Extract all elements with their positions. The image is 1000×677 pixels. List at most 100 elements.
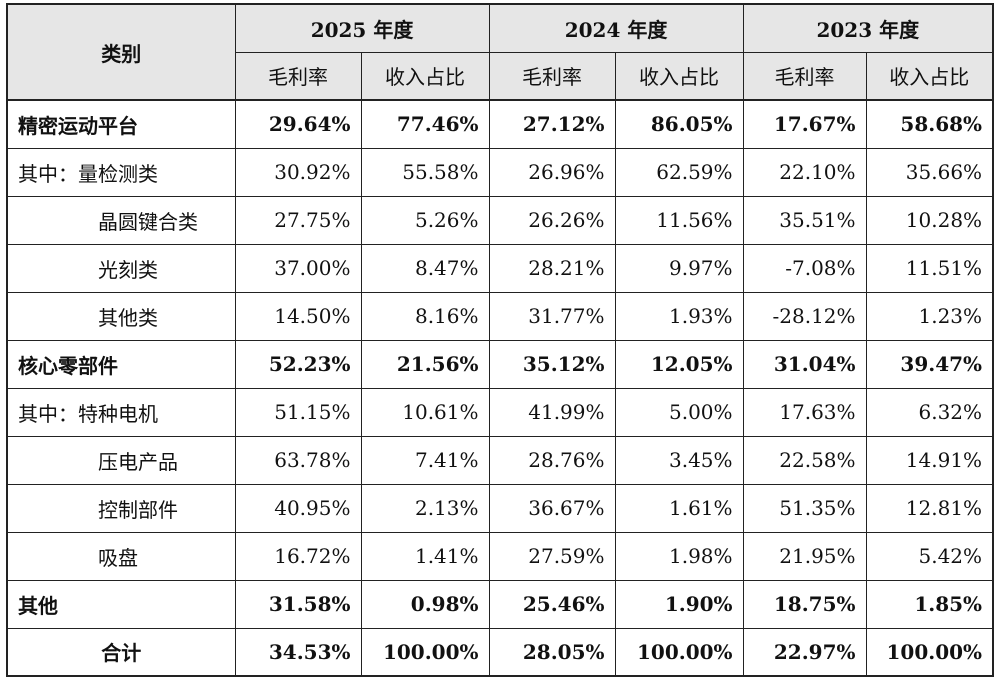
row-label: 控制部件 [6,483,236,533]
gross-margin-cell: 16.72% [234,531,362,581]
total-row: 合计 34.53% 100.00% 28.05% 100.00% 22.97% 100.00… [6,627,994,677]
revenue-share-cell: 10.61% [360,387,490,437]
row-label: 压电产品 [6,435,236,485]
gross-margin-cell: 29.64% [234,99,362,149]
gross-margin-cell: 35.51% [742,195,867,245]
gross-margin-cell: 22.10% [742,147,867,197]
revenue-share-header: 收入占比 [360,51,490,101]
row-label: 其中：量检测类 [6,147,236,197]
row-label: 精密运动平台 [6,99,236,149]
revenue-share-cell: 6.32% [865,387,994,437]
row-label: 核心零部件 [6,339,236,389]
revenue-share-cell: 0.98% [360,579,490,629]
gross-margin-cell: 26.26% [488,195,616,245]
revenue-share-cell: 14.91% [865,435,994,485]
row-label: 晶圆键合类 [6,195,236,245]
table-row: 晶圆键合类 27.75% 5.26% 26.26% 11.56% 35.51% 10.28% [6,195,994,245]
revenue-share-cell: 1.85% [865,579,994,629]
row-label: 其他类 [6,291,236,341]
gross-margin-cell: 51.35% [742,483,867,533]
year-header-2025: 2025 年度 [234,3,490,53]
gross-margin-header: 毛利率 [234,51,362,101]
revenue-share-header: 收入占比 [865,51,994,101]
gross-margin-cell: 51.15% [234,387,362,437]
gross-margin-cell: 17.63% [742,387,867,437]
table-row: 其中：特种电机 51.15% 10.61% 41.99% 5.00% 17.63% 6.32… [6,387,994,437]
revenue-share-cell: 3.45% [614,435,744,485]
gross-margin-cell: 26.96% [488,147,616,197]
gross-margin-cell: -7.08% [742,243,867,293]
year-header-2024: 2024 年度 [488,3,744,53]
gross-margin-cell: 31.58% [234,579,362,629]
revenue-share-cell: 8.47% [360,243,490,293]
header-row-metrics: 毛利率 收入占比 毛利率 收入占比 毛利率 收入占比 [7,51,994,101]
gross-margin-cell: -28.12% [742,291,867,341]
revenue-share-cell: 9.97% [614,243,744,293]
gross-margin-cell: 28.76% [488,435,616,485]
gross-margin-cell: 37.00% [234,243,362,293]
table-body: 精密运动平台 29.64% 77.46% 27.12% 86.05% 17.67% 58.6… [6,99,994,677]
table-row: 其中：量检测类 30.92% 55.58% 26.96% 62.59% 22.10% 35.… [6,147,994,197]
gross-margin-cell: 40.95% [234,483,362,533]
gross-margin-cell: 18.75% [742,579,867,629]
revenue-share-cell: 100.00% [614,627,744,677]
revenue-share-cell: 1.61% [614,483,744,533]
row-label: 其中：特种电机 [6,387,236,437]
row-label: 其他 [6,579,236,629]
revenue-share-cell: 1.93% [614,291,744,341]
gross-margin-cell: 31.04% [742,339,867,389]
gross-margin-cell: 30.92% [234,147,362,197]
table-row: 其他类 14.50% 8.16% 31.77% 1.93% -28.12% 1.23% [6,291,994,341]
gross-margin-cell: 21.95% [742,531,867,581]
revenue-share-cell: 1.41% [360,531,490,581]
table-row: 其他 31.58% 0.98% 25.46% 1.90% 18.75% 1.85% [6,579,994,629]
header-row-years: 类别 2025 年度 2024 年度 2023 年度 [6,3,994,101]
table-row: 控制部件 40.95% 2.13% 36.67% 1.61% 51.35% 12.81% [6,483,994,533]
revenue-share-cell: 7.41% [360,435,490,485]
revenue-share-cell: 1.90% [614,579,744,629]
gross-margin-cell: 41.99% [488,387,616,437]
revenue-share-cell: 62.59% [614,147,744,197]
revenue-share-cell: 1.23% [865,291,994,341]
revenue-share-cell: 8.16% [360,291,490,341]
gross-margin-cell: 35.12% [488,339,616,389]
revenue-share-cell: 11.51% [865,243,994,293]
revenue-share-cell: 21.56% [360,339,490,389]
gross-margin-header: 毛利率 [488,51,616,101]
gross-margin-cell: 28.05% [488,627,616,677]
gross-margin-cell: 22.58% [742,435,867,485]
gross-margin-cell: 27.75% [234,195,362,245]
table-row: 吸盘 16.72% 1.41% 27.59% 1.98% 21.95% 5.42% [6,531,994,581]
revenue-share-cell: 2.13% [360,483,490,533]
table-container: 类别 2025 年度 2024 年度 2023 年度 毛利率 收入占比 毛利率 … [6,3,995,677]
gross-margin-cell: 34.53% [234,627,362,677]
gross-margin-cell: 22.97% [742,627,867,677]
table-row: 精密运动平台 29.64% 77.46% 27.12% 86.05% 17.67% 58.6… [6,99,994,149]
revenue-share-cell: 5.00% [614,387,744,437]
revenue-share-cell: 10.28% [865,195,994,245]
gross-margin-cell: 25.46% [488,579,616,629]
row-label: 光刻类 [6,243,236,293]
revenue-share-cell: 100.00% [360,627,490,677]
category-header: 类别 [6,3,236,101]
gross-margin-cell: 36.67% [488,483,616,533]
revenue-share-cell: 39.47% [865,339,994,389]
revenue-share-cell: 12.81% [865,483,994,533]
revenue-share-cell: 35.66% [865,147,994,197]
revenue-share-header: 收入占比 [614,51,744,101]
table-row: 压电产品 63.78% 7.41% 28.76% 3.45% 22.58% 14.91% [6,435,994,485]
revenue-share-cell: 5.26% [360,195,490,245]
revenue-share-cell: 55.58% [360,147,490,197]
gross-margin-cell: 14.50% [234,291,362,341]
revenue-share-cell: 11.56% [614,195,744,245]
table-row: 光刻类 37.00% 8.47% 28.21% 9.97% -7.08% 11.51% [6,243,994,293]
gross-margin-cell: 17.67% [742,99,867,149]
gross-margin-cell: 27.59% [488,531,616,581]
table-row: 核心零部件 52.23% 21.56% 35.12% 12.05% 31.04% 39.47… [6,339,994,389]
gross-margin-cell: 28.21% [488,243,616,293]
revenue-share-cell: 5.42% [865,531,994,581]
gross-margin-table: 类别 2025 年度 2024 年度 2023 年度 毛利率 收入占比 毛利率 … [6,3,995,677]
revenue-share-cell: 1.98% [614,531,744,581]
row-label: 合计 [6,627,236,677]
gross-margin-cell: 27.12% [488,99,616,149]
